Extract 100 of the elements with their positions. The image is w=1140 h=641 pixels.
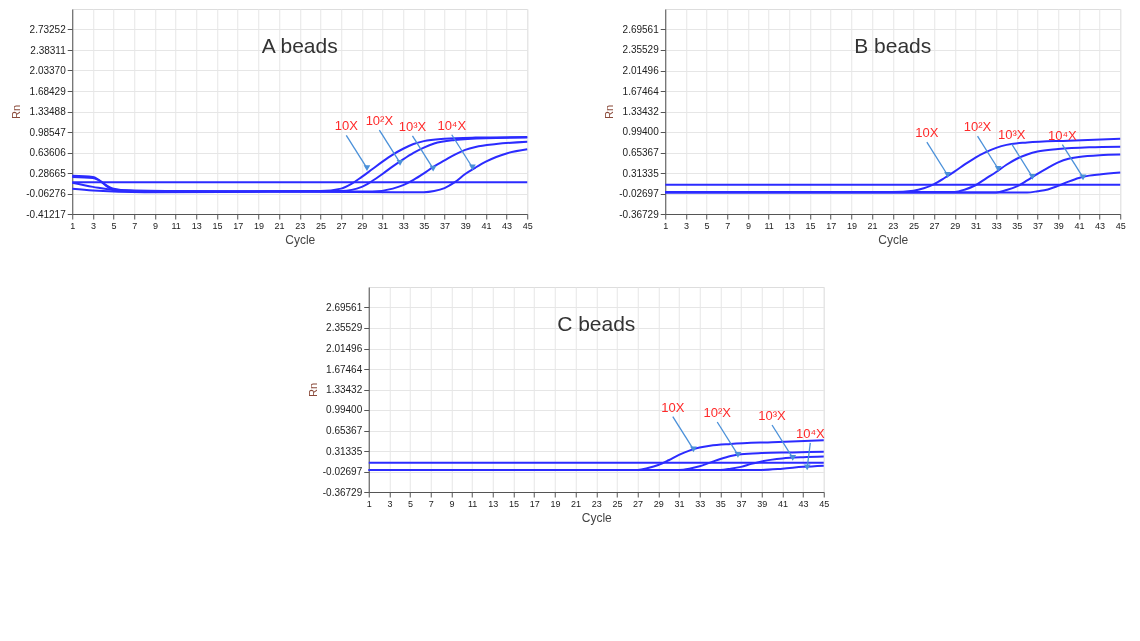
x-tick-label: 1 <box>366 498 372 509</box>
x-tick-label: 1 <box>70 220 76 231</box>
annotation: 10³X <box>997 127 1026 143</box>
x-tick-label: 45 <box>522 220 533 231</box>
x-tick-label: 23 <box>888 220 899 231</box>
text: A beads <box>261 34 338 57</box>
y-tick-label: 0.63606 <box>29 147 67 158</box>
y-tick-label: -0.02697 <box>322 466 363 477</box>
text: C beads <box>557 312 636 335</box>
x-tick-label: 25 <box>315 220 326 231</box>
x-tick-label: 33 <box>398 220 409 231</box>
x-tick-label: 39 <box>1053 220 1064 231</box>
y-tick-label: 1.68429 <box>29 85 67 97</box>
y-tick-label: 1.67464 <box>622 85 660 97</box>
x-tick-label: 13 <box>191 220 202 231</box>
x-tick-label: 9 <box>449 498 455 509</box>
annotation: 10X <box>661 399 685 415</box>
x-tick-label: 29 <box>357 220 368 231</box>
x-tick-label: 7 <box>132 220 138 231</box>
x-tick-label: 15 <box>212 220 223 231</box>
x-tick-label: 5 <box>704 220 710 231</box>
y-tick-label: 0.65367 <box>622 147 660 158</box>
x-tick-label: 21 <box>867 220 878 231</box>
annotation: 10X <box>334 118 359 134</box>
y-tick-label: -0.41217 <box>26 208 67 220</box>
x-tick-label: 9 <box>152 220 158 231</box>
y-tick-label: -0.36729 <box>619 208 660 220</box>
annotation: 10⁴X <box>437 117 467 133</box>
x-tick-label: 25 <box>612 498 623 509</box>
y-tick-label: 0.31335 <box>622 167 660 179</box>
y-tick-label: 0.28665 <box>29 167 67 179</box>
x-tick-label: 41 <box>777 498 788 509</box>
x-tick-label: 5 <box>408 498 414 509</box>
x-tick-label: 27 <box>633 498 644 509</box>
annotation: 10⁴X <box>795 425 825 441</box>
x-tick-label: 19 <box>550 498 561 509</box>
x-tick-label: 19 <box>253 220 264 231</box>
x-tick-label: 3 <box>90 220 96 231</box>
x-tick-label: 11 <box>171 220 181 231</box>
x-tick-label: 15 <box>509 498 520 509</box>
x-tick-label: 29 <box>950 220 961 231</box>
x-tick-label: 45 <box>1115 220 1126 231</box>
x-tick-label: 45 <box>819 498 830 509</box>
annotation: 10X <box>915 125 939 141</box>
y-tick-label: 1.33488 <box>29 106 67 117</box>
x-tick-label: 33 <box>991 220 1002 231</box>
x-tick-label: 9 <box>745 220 751 231</box>
x-tick-label: 39 <box>757 498 768 509</box>
x-tick-label: 1 <box>663 220 669 231</box>
x-tick-label: 7 <box>725 220 731 231</box>
y-axis-title: Rn <box>603 104 616 120</box>
x-tick-label: 33 <box>695 498 706 509</box>
y-tick-label: -0.06276 <box>26 188 67 199</box>
y-axis-title: Rn <box>10 104 23 120</box>
x-tick-label: 25 <box>908 220 919 231</box>
annotation: 10²X <box>703 405 732 421</box>
x-tick-label: 11 <box>467 498 478 509</box>
x-tick-label: 41 <box>1074 220 1085 231</box>
y-tick-label: 1.33432 <box>326 384 363 395</box>
x-tick-label: 31 <box>377 220 388 231</box>
y-tick-label: -0.36729 <box>322 486 363 498</box>
x-tick-label: 31 <box>970 220 981 231</box>
x-tick-label: 35 <box>1012 220 1023 231</box>
x-tick-label: 35 <box>419 220 430 231</box>
y-tick-label: 2.69561 <box>622 24 660 35</box>
x-tick-label: 13 <box>784 220 795 231</box>
y-tick-label: 0.65367 <box>326 425 363 436</box>
x-tick-label: 21 <box>274 220 285 231</box>
x-tick-label: 17 <box>826 220 837 231</box>
x-tick-label: 37 <box>440 220 451 231</box>
x-tick-label: 3 <box>683 220 689 231</box>
y-tick-label: 2.38311 <box>30 44 67 56</box>
x-tick-label: 3 <box>387 498 393 509</box>
x-tick-label: 31 <box>674 498 685 509</box>
x-tick-label: 17 <box>233 220 244 231</box>
y-tick-label: 1.33432 <box>622 106 660 117</box>
y-tick-label: 0.99400 <box>326 404 363 416</box>
y-tick-label: 2.35529 <box>622 44 660 56</box>
text: B beads <box>854 34 932 57</box>
x-tick-label: 29 <box>653 498 664 509</box>
y-axis-title: Rn <box>306 382 319 398</box>
x-tick-label: 39 <box>460 220 471 231</box>
annotation: 10³X <box>758 408 787 424</box>
x-axis-title: Cycle <box>878 232 909 247</box>
y-tick-label: 0.99400 <box>622 126 660 138</box>
x-tick-label: 27 <box>336 220 347 231</box>
x-tick-label: 43 <box>1095 220 1106 231</box>
y-tick-label: -0.02697 <box>619 188 660 199</box>
y-tick-label: 2.01496 <box>622 65 660 76</box>
x-axis-title: Cycle <box>285 232 316 247</box>
x-tick-label: 43 <box>502 220 513 231</box>
x-tick-label: 19 <box>846 220 857 231</box>
annotation: 10²X <box>963 119 992 135</box>
x-tick-label: 37 <box>736 498 747 509</box>
x-tick-label: 5 <box>111 220 117 231</box>
x-tick-label: 35 <box>715 498 726 509</box>
x-tick-label: 37 <box>1033 220 1044 231</box>
x-tick-label: 11 <box>764 220 774 231</box>
x-tick-label: 15 <box>805 220 816 231</box>
annotation: 10⁴X <box>1047 127 1078 143</box>
